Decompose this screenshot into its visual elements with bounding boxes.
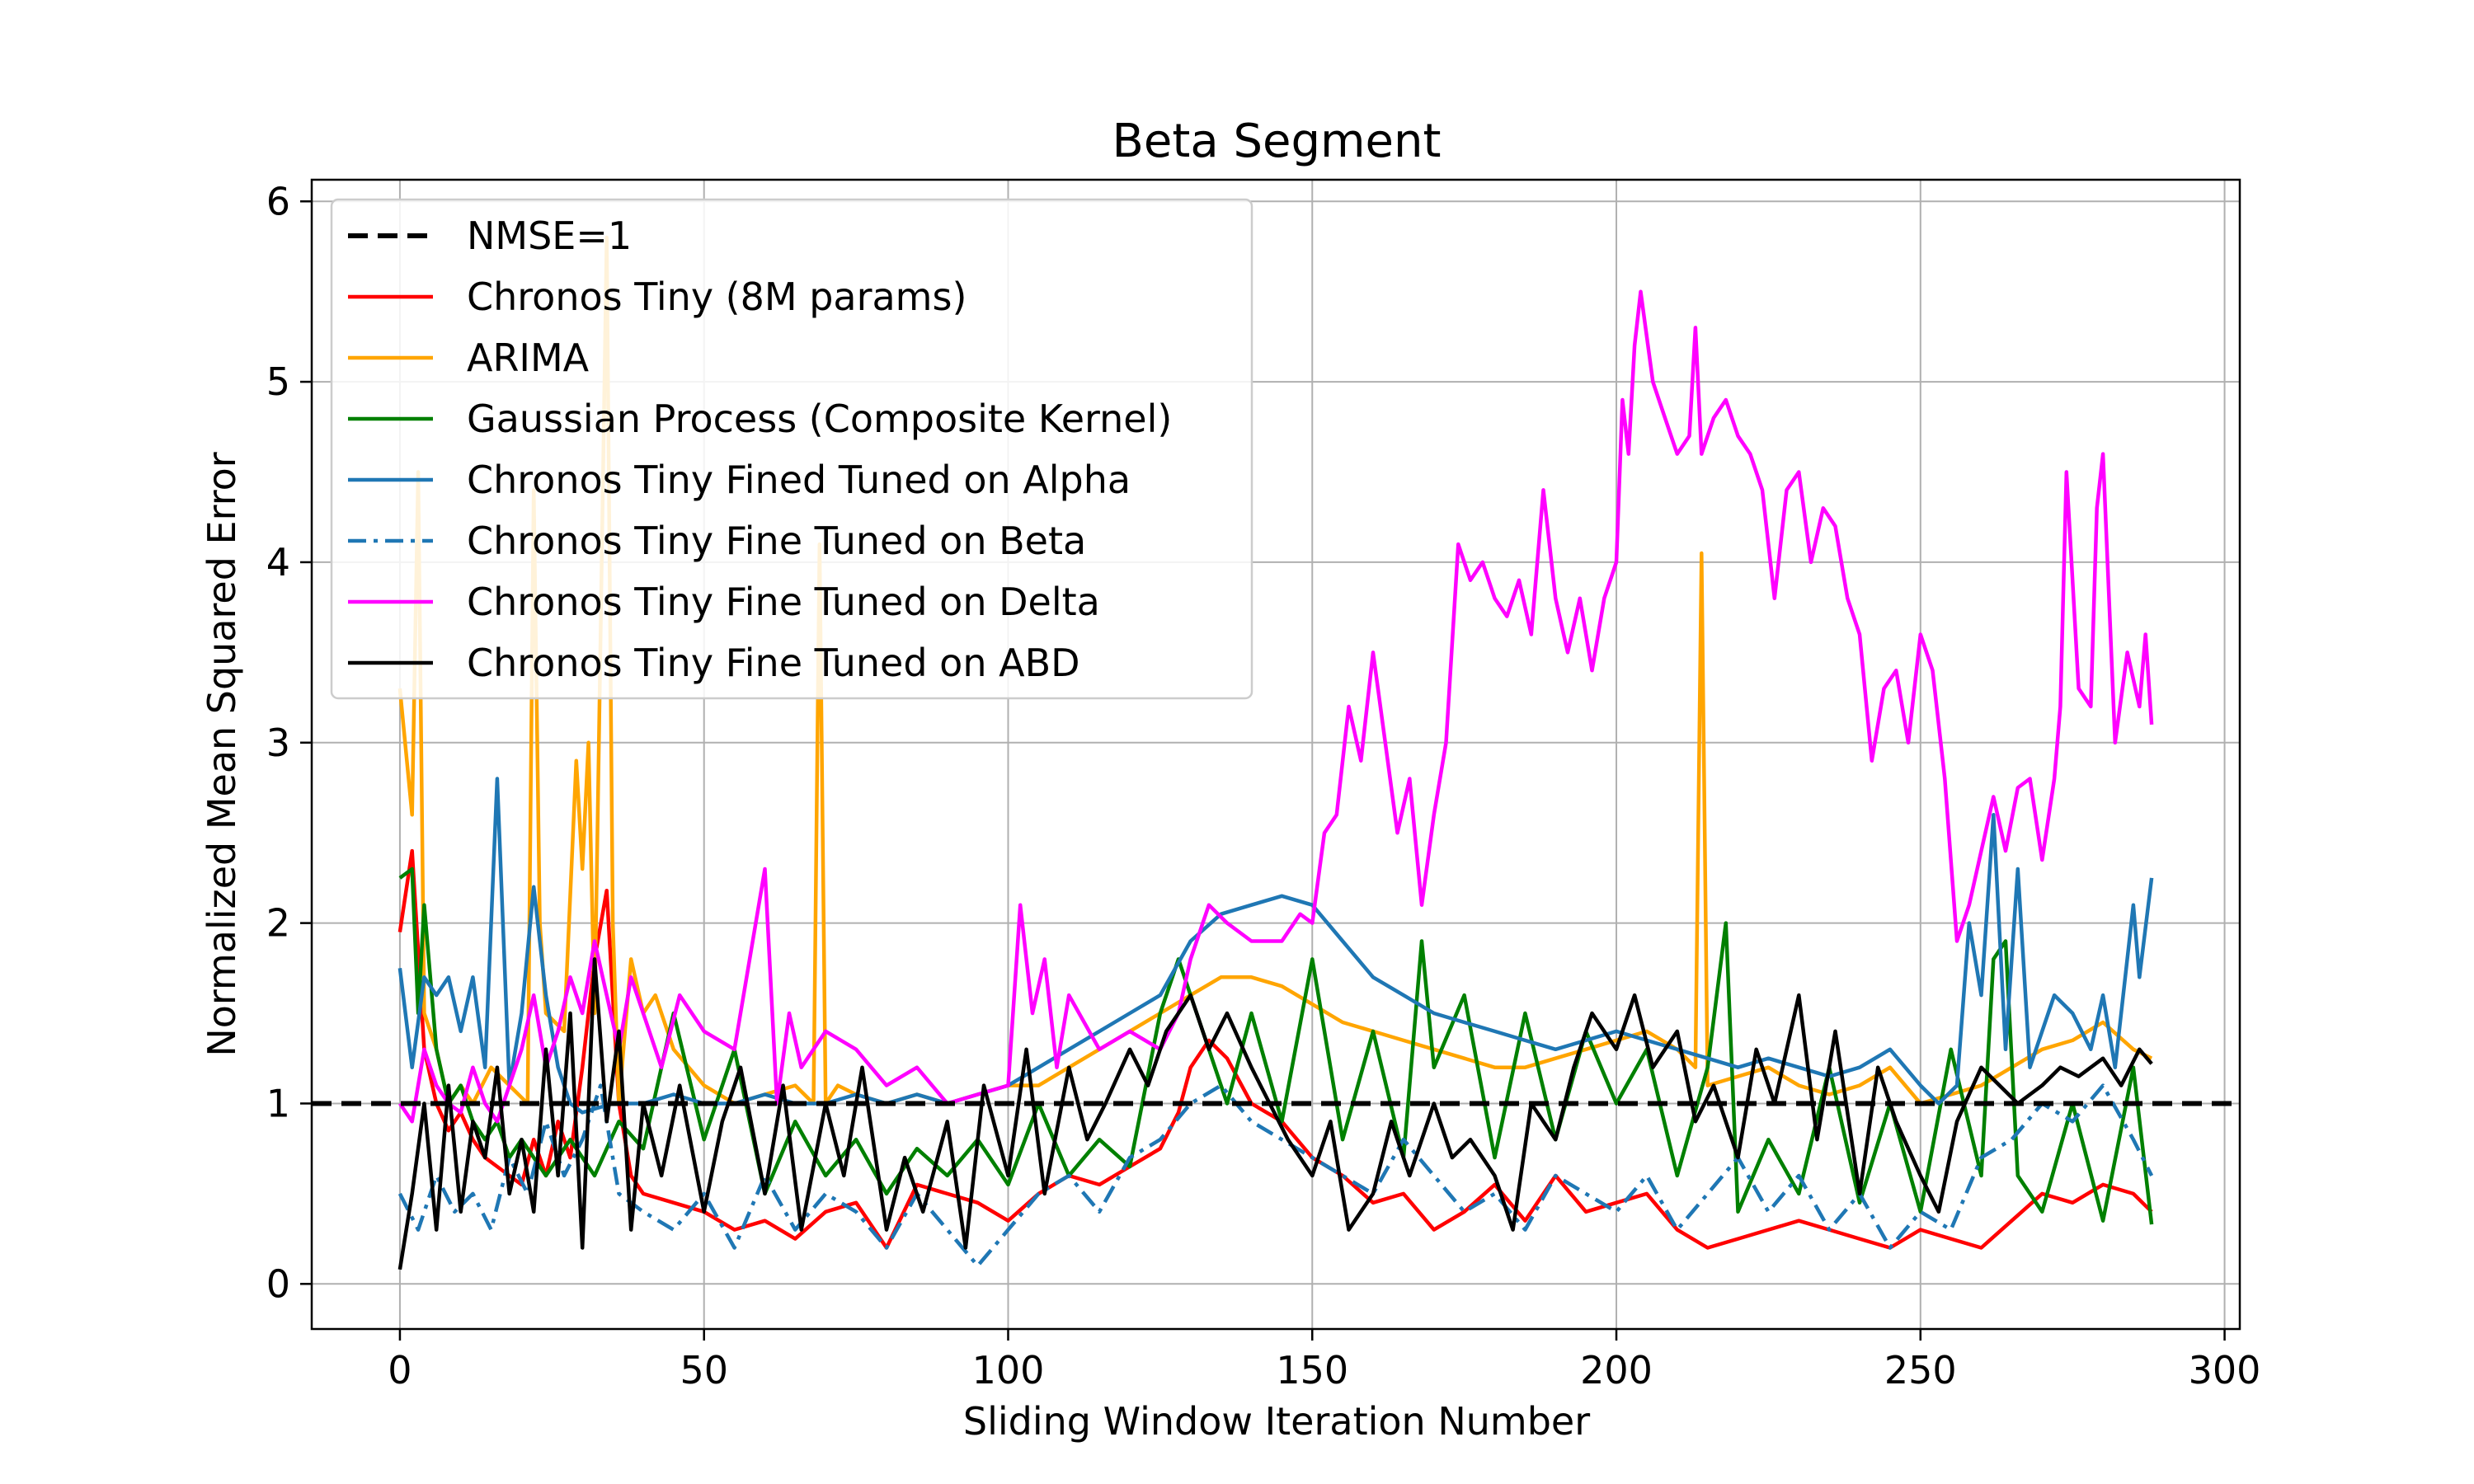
y-tick-label: 6 bbox=[266, 179, 290, 223]
y-axis-ticks: 0 1 2 3 4 5 6 bbox=[266, 179, 312, 1306]
legend-label-3: Gaussian Process (Composite Kernel) bbox=[467, 397, 1172, 441]
series-line-4 bbox=[397, 1083, 2154, 1268]
y-tick-label: 5 bbox=[266, 359, 290, 404]
series-line-6 bbox=[397, 957, 2153, 1270]
legend-box bbox=[330, 198, 1253, 700]
x-tick-label: 300 bbox=[2189, 1348, 2261, 1392]
x-tick-label: 100 bbox=[972, 1348, 1045, 1392]
series-layer bbox=[397, 235, 2154, 1270]
legend-label-4: Chronos Tiny Fined Tuned on Alpha bbox=[467, 458, 1131, 502]
x-tick-label: 50 bbox=[680, 1348, 728, 1392]
y-tick-label: 0 bbox=[266, 1261, 290, 1306]
x-axis-ticks: 0 50 100 150 200 250 300 bbox=[388, 1329, 2260, 1392]
legend-label-2: ARIMA bbox=[467, 336, 590, 380]
chart-title: Beta Segment bbox=[1112, 115, 1442, 168]
legend-label-0: NMSE=1 bbox=[467, 214, 632, 258]
x-tick-label: 250 bbox=[1884, 1348, 1957, 1392]
y-tick-label: 3 bbox=[266, 721, 290, 765]
legend-label-7: Chronos Tiny Fine Tuned on ABD bbox=[467, 641, 1080, 685]
y-axis-label: Normalized Mean Squared Error bbox=[200, 452, 244, 1056]
y-tick-label: 4 bbox=[266, 540, 290, 585]
legend: NMSE=1 Chronos Tiny (8M params) ARIMA Gauss… bbox=[330, 198, 1253, 700]
plot-area bbox=[312, 235, 2240, 1270]
y-tick-label: 1 bbox=[266, 1081, 290, 1125]
axes-frame bbox=[310, 178, 2241, 1331]
x-tick-label: 200 bbox=[1580, 1348, 1653, 1392]
series-line-5 bbox=[398, 289, 2154, 1124]
y-tick-label: 2 bbox=[266, 901, 290, 946]
legend-label-6: Chronos Tiny Fine Tuned on Delta bbox=[467, 580, 1100, 624]
x-axis-label: Sliding Window Iteration Number bbox=[963, 1399, 1590, 1444]
x-tick-label: 150 bbox=[1276, 1348, 1348, 1392]
legend-label-5: Chronos Tiny Fine Tuned on Beta bbox=[467, 519, 1086, 563]
legend-label-1: Chronos Tiny (8M params) bbox=[467, 275, 967, 319]
x-tick-label: 0 bbox=[388, 1348, 412, 1392]
